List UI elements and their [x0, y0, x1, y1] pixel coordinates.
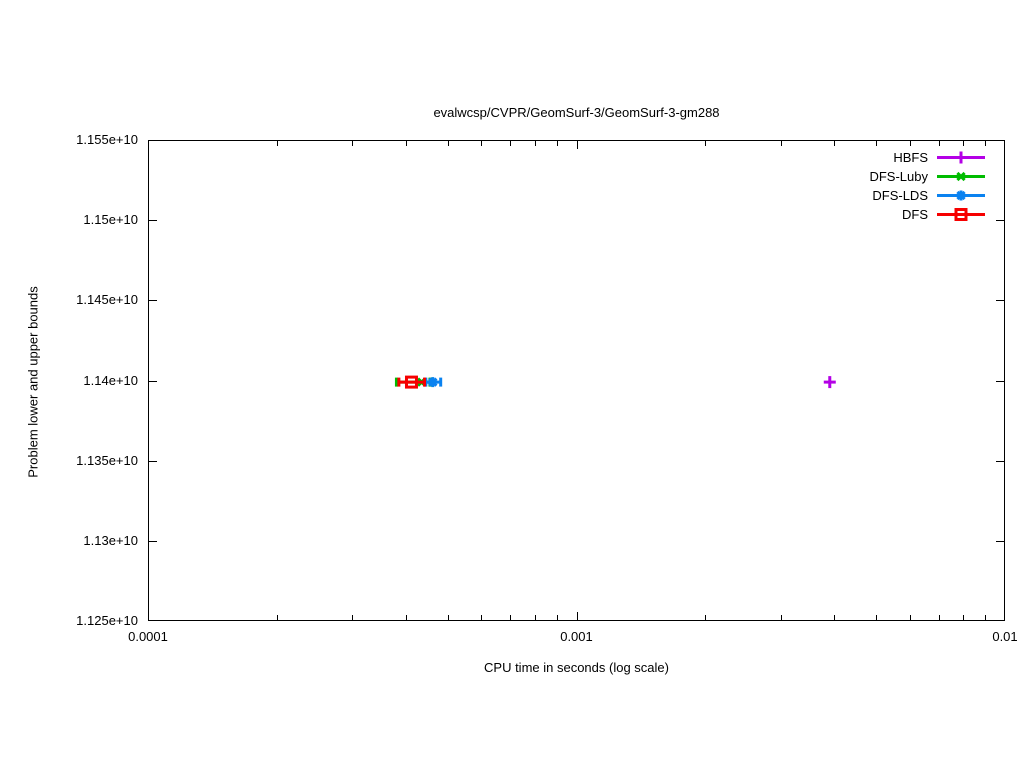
legend-item-DFS: DFS [869, 205, 985, 224]
plus-marker [955, 151, 967, 164]
y-tick-label: 1.125e+10 [76, 613, 138, 628]
legend-sample-line [937, 208, 985, 221]
plot-line [428, 377, 438, 387]
asterisk-marker [956, 190, 966, 201]
series-DFS-LDS [424, 377, 443, 388]
y-tick-label: 1.14e+10 [83, 372, 138, 388]
series-DFS [397, 375, 427, 389]
legend-item-HBFS: HBFS [869, 148, 985, 167]
series-HBFS [823, 376, 836, 389]
plot-area [148, 140, 1005, 621]
y-tick-label: 1.135e+10 [76, 452, 138, 468]
x-tick-label: 0.001 [560, 629, 593, 644]
legend-item-DFS-LDS: DFS-LDS [869, 186, 985, 205]
legend-sample-line [937, 190, 985, 201]
x-axis-label: CPU time in seconds (log scale) [484, 660, 669, 675]
legend: HBFS DFS-Luby DFS-LDS DFS [869, 148, 985, 224]
y-tick-label: 1.145e+10 [76, 292, 138, 308]
legend-item-DFS-Luby: DFS-Luby [869, 167, 985, 186]
chart-title: evalwcsp/CVPR/GeomSurf-3/GeomSurf-3-gm28… [433, 105, 720, 120]
y-axis-label: Problem lower and upper bounds [25, 286, 41, 478]
y-tick-label: 1.155e+10 [76, 132, 138, 147]
legend-label: HBFS [893, 150, 928, 165]
square-marker [954, 208, 968, 221]
y-tick-label: 1.13e+10 [83, 532, 138, 548]
x-tick-label: 0.01 [992, 629, 1018, 644]
legend-sample-line [937, 151, 985, 164]
plot-border [148, 140, 1005, 621]
square-marker [404, 375, 418, 389]
y-tick-label: 1.15e+10 [83, 212, 138, 228]
cross-marker [956, 171, 966, 182]
x-tick-label: 0.0001 [128, 629, 168, 644]
legend-label: DFS [902, 207, 928, 222]
asterisk-marker [427, 377, 438, 388]
plus-marker [823, 376, 836, 389]
legend-label: DFS-Luby [869, 169, 928, 184]
legend-sample-line [937, 171, 985, 182]
legend-label: DFS-LDS [872, 188, 928, 203]
